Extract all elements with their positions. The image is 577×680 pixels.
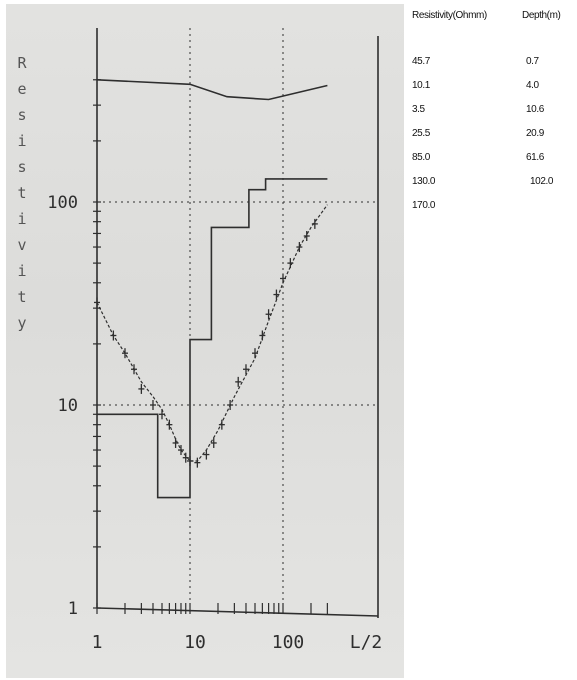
y-axis-label-letter: v (17, 236, 26, 254)
y-tick-label: 1 (68, 599, 78, 619)
y-axis-label-letter: s (17, 106, 26, 124)
y-axis-label-letter: i (17, 210, 26, 228)
series-group (94, 79, 328, 499)
table-cell-depth: 20.9 (526, 128, 544, 139)
x-axis (96, 607, 379, 617)
table-cell-depth: 10.6 (526, 104, 544, 115)
y-axis-label-letter: t (17, 184, 26, 202)
x-tick-label: 1 (92, 632, 103, 653)
y-tick-label: 100 (47, 193, 78, 213)
plot-frame (96, 28, 379, 618)
x-tick-label: 100 (272, 632, 305, 653)
table-header-resistivity: Resistivity(Ohmm) (412, 10, 487, 21)
table-cell-resistivity: 170.0 (412, 200, 436, 211)
table-cell-resistivity: 85.0 (412, 152, 430, 163)
table-cell-resistivity: 10.1 (412, 80, 430, 91)
x-tick-label: 10 (184, 632, 206, 653)
table-cell-resistivity: 25.5 (412, 128, 430, 139)
y-axis-label-letter: t (17, 288, 26, 306)
y-axis-label-letter: R (17, 54, 27, 72)
table-cell-depth: 0.7 (526, 56, 539, 67)
x-axis-label: L/2 (350, 632, 383, 653)
y-axis-label-letter: i (17, 132, 26, 150)
table-cell-depth: 102.0 (530, 176, 554, 187)
table-cell-resistivity: 3.5 (412, 104, 425, 115)
table-cell-depth: 4.0 (526, 80, 539, 91)
axis-ticks (93, 79, 328, 614)
chart-paper (6, 4, 404, 678)
grid-lines (97, 28, 378, 608)
table-cell-depth: 61.6 (526, 152, 544, 163)
top-trace-curve (96, 79, 328, 101)
layer-model-curve (97, 178, 328, 499)
table-cell-resistivity: 130.0 (412, 176, 436, 187)
y-axis-label-letter: y (17, 314, 26, 332)
y-axis-label-letter: i (17, 262, 26, 280)
table-cell-resistivity: 45.7 (412, 56, 430, 67)
table-header-depth: Depth(m) (522, 10, 561, 21)
y-tick-label: 10 (58, 396, 78, 416)
y-axis-label-letter: s (17, 158, 26, 176)
y-axis-label-letter: e (17, 80, 26, 98)
